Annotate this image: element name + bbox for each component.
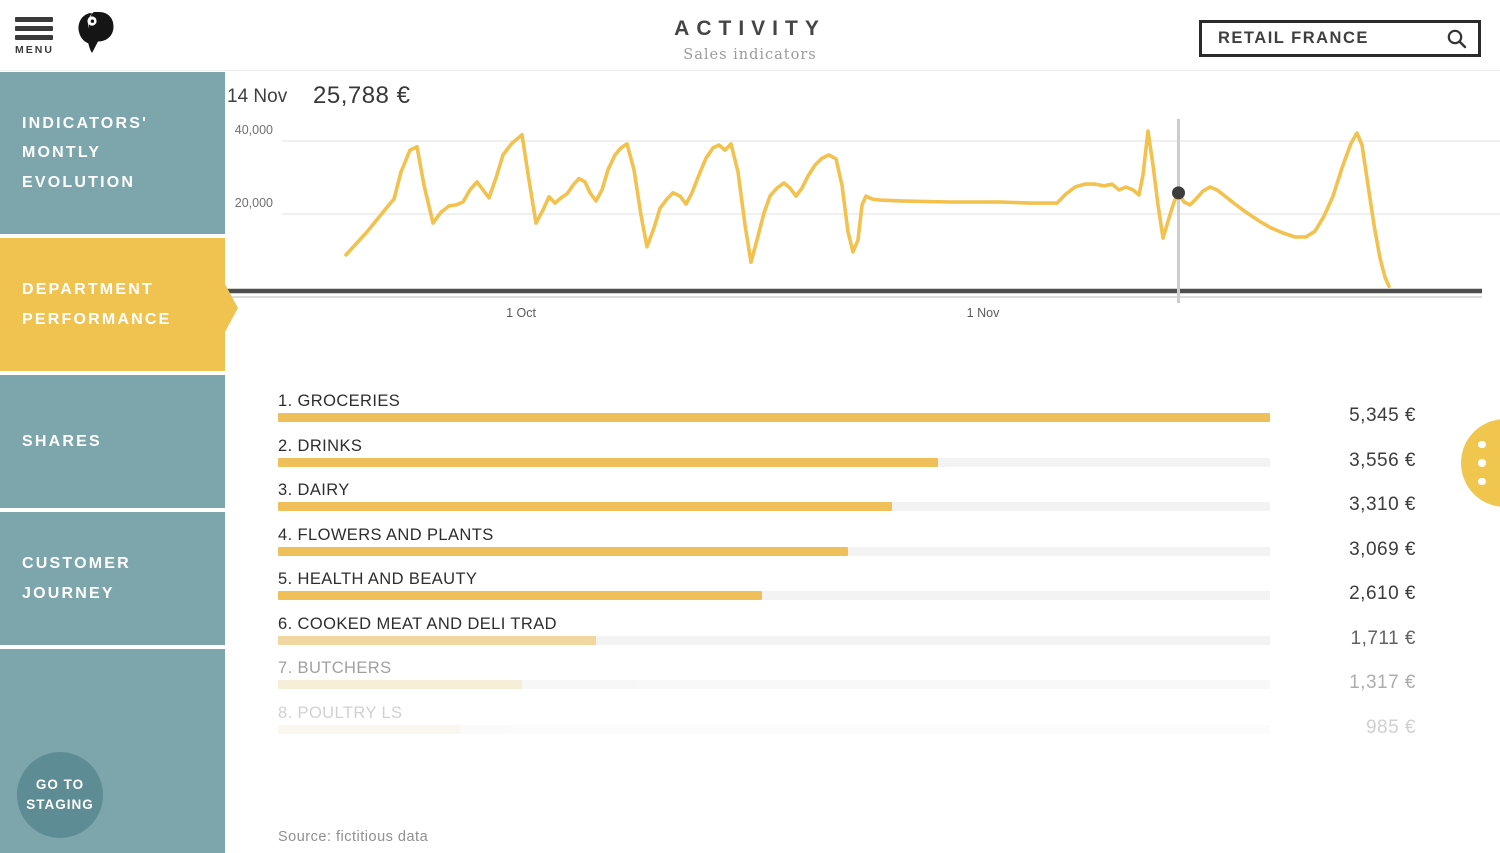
bar-track (278, 591, 1270, 600)
bar-fill (278, 546, 848, 556)
department-value: 3,556 € (1349, 449, 1416, 471)
active-item-arrow (225, 284, 238, 332)
bar-track (278, 546, 1270, 556)
y-tick-label: 40,000 (235, 123, 273, 137)
department-row[interactable]: 5. HEALTH AND BEAUTY 2,610 € (278, 570, 1430, 615)
bar-track (278, 680, 1270, 689)
y-tick-label: 20,000 (235, 196, 273, 210)
department-row[interactable]: 1. GROCERIES 5,345 € (278, 392, 1430, 437)
bar-track (278, 457, 1270, 467)
sales-line-series (344, 129, 1391, 289)
sidebar: INDICATORS' MONTLY EVOLUTION DEPARTMENT PERF… (0, 72, 238, 853)
sidebar-item-department-performance[interactable]: DEPARTMENT PERFORMANCE (0, 238, 238, 371)
selected-point-dot (1172, 186, 1185, 200)
staging-button-label: GO TO (35, 777, 85, 793)
department-label: 6. COOKED MEAT AND DELI TRAD (278, 614, 557, 633)
department-row[interactable]: 3. DAIRY 3,310 € (278, 481, 1430, 526)
department-label: 3. DAIRY (278, 481, 350, 499)
menu-button[interactable]: MENU (15, 17, 54, 56)
hamburger-icon (15, 17, 54, 40)
menu-label: MENU (15, 44, 54, 56)
bar-track (278, 724, 1270, 734)
department-label: 1. GROCERIES (278, 392, 401, 410)
main-content: 14 Nov 25,788 € 40,000 20,000 1 Oct 1 Nov 1… (225, 71, 1500, 853)
sidebar-item-label: SHARES (22, 432, 102, 450)
bar-fill (278, 680, 522, 689)
selected-value: 25,788 € (313, 82, 411, 109)
department-label: 7. BUTCHERS (278, 659, 392, 677)
x-tick-label: 1 Nov (967, 306, 1000, 320)
department-value: 1,317 € (1349, 672, 1416, 693)
department-label: 4. FLOWERS AND PLANTS (278, 525, 494, 544)
department-performance-list: 1. GROCERIES 5,345 € 2. DRINKS 3,556 € 3. DA… (278, 392, 1430, 748)
department-value: 5,345 € (1349, 405, 1416, 426)
source-note: Source: fictitious data (278, 829, 429, 845)
department-label: 8. POULTRY LS (278, 703, 403, 722)
x-tick-label: 1 Oct (506, 306, 536, 320)
search-box[interactable]: RETAIL FRANCE (1199, 20, 1481, 57)
bar-track (278, 502, 1270, 511)
search-icon[interactable] (1446, 28, 1468, 50)
staging-button-label: STAGING (26, 797, 94, 812)
department-value: 2,610 € (1349, 583, 1416, 604)
department-value: 1,711 € (1350, 627, 1416, 649)
department-label: 2. DRINKS (278, 436, 363, 455)
department-value: 3,310 € (1349, 494, 1416, 515)
sidebar-item-customer-journey[interactable]: CUSTOMER JOURNEY (0, 512, 225, 645)
sidebar-item-shares[interactable]: SHARES (0, 375, 225, 508)
sidebar-item-label: EVOLUTION (22, 173, 136, 191)
ellipsis-dot (1478, 459, 1486, 467)
department-row[interactable]: 4. FLOWERS AND PLANTS 3,069 € (278, 526, 1430, 571)
department-row[interactable]: 6. COOKED MEAT AND DELI TRAD 1,711 € (278, 615, 1430, 660)
sidebar-item-label: CUSTOMER (22, 555, 131, 572)
sidebar-item-label: MONTLY (22, 144, 102, 162)
search-input[interactable]: RETAIL FRANCE (1218, 29, 1369, 47)
bar-fill (278, 502, 892, 511)
top-bar: MENU ACTIVITY Sales indicators RETAIL FR… (0, 0, 1500, 71)
bar-fill (278, 635, 596, 645)
department-value: 3,069 € (1349, 538, 1416, 560)
bar-track (278, 635, 1270, 645)
department-value: 985 € (1365, 716, 1416, 738)
sidebar-item-label: INDICATORS' (22, 114, 149, 132)
department-label: 5. HEALTH AND BEAUTY (278, 570, 478, 588)
sidebar-footer-area: GO TO STAGING (0, 649, 225, 853)
ellipsis-dot (1478, 440, 1486, 449)
department-row[interactable]: 7. BUTCHERS 1,317 € (278, 659, 1430, 704)
bar-fill (278, 724, 461, 734)
ellipsis-dot (1478, 477, 1486, 486)
sidebar-item-label: JOURNEY (22, 584, 115, 602)
go-to-staging-button[interactable]: GO TO STAGING (17, 752, 103, 838)
bar-fill (278, 413, 1270, 422)
sidebar-item-label: DEPARTMENT (22, 281, 154, 298)
sidebar-item-label: PERFORMANCE (22, 310, 172, 328)
department-row[interactable]: 8. POULTRY LS 985 € (278, 704, 1430, 749)
bar-fill (278, 457, 938, 467)
evolution-line-chart[interactable]: 40,000 20,000 1 Oct 1 Nov (225, 71, 1500, 331)
sidebar-item-indicators-montly-evolution[interactable]: INDICATORS' MONTLY EVOLUTION (0, 72, 225, 234)
department-row[interactable]: 2. DRINKS 3,556 € (278, 437, 1430, 482)
toucan-logo-icon[interactable] (68, 8, 116, 58)
selected-date: 14 Nov (227, 86, 288, 107)
bar-track (278, 413, 1270, 422)
bar-fill (278, 591, 762, 600)
